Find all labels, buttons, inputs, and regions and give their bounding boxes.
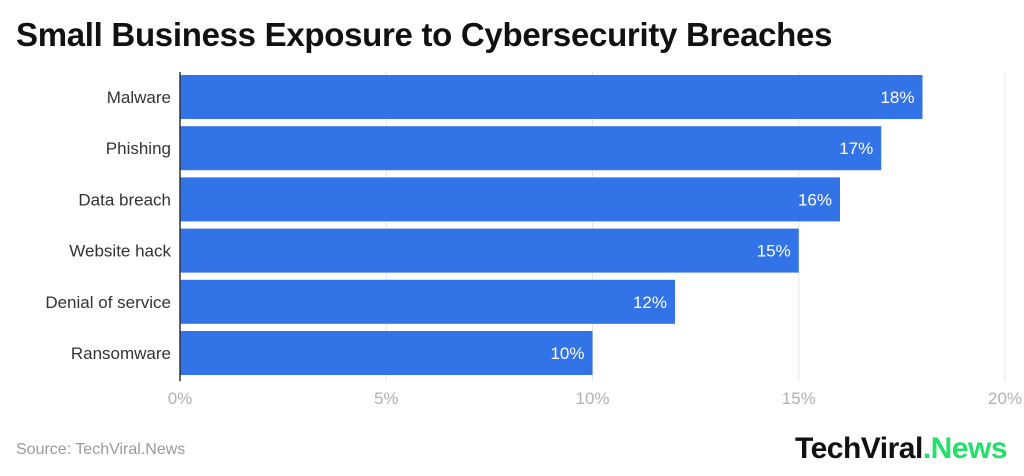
logo-accent-text: .News <box>922 432 1008 465</box>
source-note: Source: TechViral.News <box>16 441 186 458</box>
category-label: Ransomware <box>71 344 171 363</box>
bar <box>180 279 675 324</box>
data-label: 18% <box>880 88 914 107</box>
data-label: 10% <box>550 344 584 363</box>
x-tick-label: 0% <box>168 389 193 408</box>
data-label: 17% <box>839 139 873 158</box>
data-label: 16% <box>798 190 832 209</box>
bar <box>180 331 593 375</box>
category-label: Denial of service <box>45 293 171 312</box>
bar-chart: 0% 5% 10% 15% 20% 18% Malware 17% Phishing 16% Dat… <box>45 72 1022 408</box>
x-tick-label: 20% <box>988 389 1022 408</box>
category-label: Malware <box>107 88 171 107</box>
bar <box>180 75 923 119</box>
logo-text: TechViral <box>795 432 923 465</box>
category-label: Website hack <box>69 242 171 261</box>
bar <box>180 177 840 222</box>
bar <box>180 228 799 273</box>
bar <box>180 126 882 171</box>
category-label: Data breach <box>78 190 171 209</box>
logo: TechViral.News <box>795 432 1008 466</box>
chart-title: Small Business Exposure to Cybersecurity… <box>16 16 833 53</box>
category-label: Phishing <box>106 139 171 158</box>
data-label: 12% <box>633 293 667 312</box>
x-tick-label: 10% <box>575 389 609 408</box>
x-tick-label: 15% <box>782 389 816 408</box>
x-tick-label: 5% <box>374 389 399 408</box>
data-label: 15% <box>757 242 791 261</box>
